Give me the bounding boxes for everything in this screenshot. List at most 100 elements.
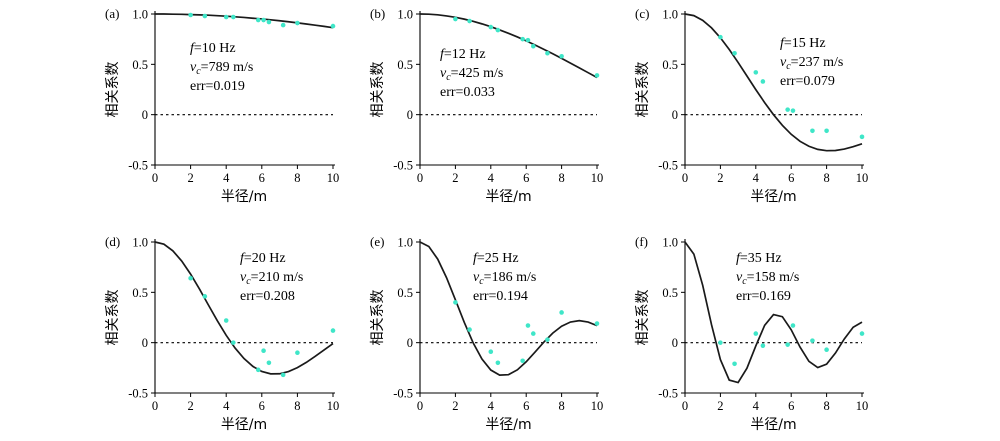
data-point: [760, 79, 766, 84]
data-point: [545, 337, 550, 342]
y-tick-label: 0: [407, 336, 413, 350]
data-point: [525, 37, 531, 43]
y-tick-label: -0.5: [128, 387, 148, 401]
data-point: [525, 323, 531, 328]
error-annotation: err=0.208: [240, 289, 295, 304]
data-point: [255, 17, 261, 23]
y-tick-label: -0.5: [658, 159, 678, 173]
x-tick-label: 10: [327, 171, 340, 185]
x-tick-label: 2: [187, 399, 193, 413]
x-tick-label: 8: [294, 171, 300, 185]
panel-label: (b): [370, 6, 385, 21]
velocity-annotation: vc=789 m/s: [190, 60, 253, 77]
x-tick-label: 2: [717, 399, 723, 413]
frequency-annotation: f=15 Hz: [780, 36, 826, 51]
x-tick-label: 2: [452, 171, 458, 185]
y-tick-label: 0.5: [397, 286, 413, 300]
data-point: [810, 128, 815, 134]
data-point: [467, 327, 472, 332]
y-tick-label: -0.5: [393, 387, 413, 401]
data-point: [718, 34, 723, 40]
frequency-annotation: f=35 Hz: [736, 251, 782, 266]
y-axis-title: 相关系数: [635, 62, 651, 118]
velocity-annotation: vc=237 m/s: [780, 55, 843, 72]
data-point: [453, 300, 458, 305]
data-point: [594, 73, 600, 78]
frequency-annotation: f=20 Hz: [240, 251, 286, 266]
data-point: [295, 350, 300, 356]
x-tick-label: 0: [152, 399, 158, 413]
fitted-curve: [684, 241, 863, 384]
y-tick-label: 0.5: [132, 286, 148, 300]
panel-label: (a): [105, 6, 119, 21]
data-point: [280, 22, 286, 28]
x-tick-label: 0: [417, 399, 423, 413]
data-point: [760, 343, 766, 348]
data-point: [255, 367, 261, 373]
velocity-annotation: vc=158 m/s: [736, 270, 799, 287]
panel-label: (c): [635, 6, 649, 21]
velocity-annotation: vc=186 m/s: [473, 270, 536, 287]
data-point: [790, 323, 796, 328]
data-point: [859, 331, 865, 336]
x-tick-label: 6: [259, 399, 265, 413]
chart-panel-3: 0 2 4 6 8 10 -0.5 0 0.5 1.0 (c) f=15 Hz vc=237 m/s er…: [635, 6, 868, 205]
x-tick-label: 0: [682, 171, 688, 185]
y-tick-label: 0.5: [397, 58, 413, 72]
x-axis-title: 半径/m: [221, 189, 267, 205]
x-axis-title: 半径/m: [750, 417, 796, 433]
error-annotation: err=0.019: [190, 79, 245, 94]
y-tick-label: -0.5: [658, 387, 678, 401]
data-point: [261, 17, 266, 23]
chart-panel-2: 0 2 4 6 8 10 -0.5 0 0.5 1.0 (b) f=12 Hz vc=425 m/s er…: [370, 6, 603, 205]
y-tick-label: -0.5: [128, 159, 148, 173]
data-point: [295, 20, 300, 26]
y-tick-label: 0: [672, 336, 678, 350]
data-point: [559, 310, 564, 315]
y-tick-label: 1.0: [397, 8, 413, 22]
y-tick-label: 1.0: [132, 236, 148, 250]
y-axis-title: 相关系数: [370, 62, 386, 118]
frequency-annotation: f=10 Hz: [190, 41, 236, 56]
x-tick-label: 4: [223, 399, 230, 413]
error-annotation: err=0.079: [780, 74, 835, 89]
x-tick-label: 10: [327, 399, 340, 413]
data-point: [785, 107, 790, 112]
data-point: [261, 348, 266, 354]
x-axis-title: 半径/m: [750, 189, 796, 205]
x-tick-label: 6: [523, 399, 529, 413]
fitted-curve: [419, 241, 598, 376]
data-point: [223, 318, 229, 323]
x-tick-label: 8: [294, 399, 300, 413]
data-point: [859, 134, 865, 140]
y-tick-label: 0: [142, 336, 148, 350]
data-point: [202, 13, 208, 19]
data-point: [266, 19, 272, 25]
panel-label: (e): [370, 234, 384, 249]
x-tick-label: 10: [591, 171, 604, 185]
y-tick-label: 1.0: [662, 8, 678, 22]
y-axis-title: 相关系数: [105, 62, 121, 118]
fitted-curve: [154, 241, 334, 375]
chart-panel-4: 0 2 4 6 8 10 -0.5 0 0.5 1.0 (d) f=20 Hz vc=210 m/s er…: [105, 234, 339, 433]
x-tick-label: 6: [259, 171, 265, 185]
x-tick-label: 2: [452, 399, 458, 413]
data-point: [824, 128, 829, 134]
x-tick-label: 0: [417, 171, 423, 185]
x-tick-label: 4: [488, 171, 495, 185]
x-tick-label: 4: [753, 171, 760, 185]
data-point: [732, 50, 737, 56]
x-tick-label: 6: [788, 171, 794, 185]
panel-label: (f): [635, 234, 648, 249]
panel-label: (d): [105, 234, 120, 249]
chart-panel-1: 0 2 4 6 8 10 -0.5 0 0.5 1.0 (a) f=10 Hz vc=789 m/s er…: [105, 6, 339, 205]
chart-panel-5: 0 2 4 6 8 10 -0.5 0 0.5 1.0 (e) f=25 Hz vc=186 m/s er…: [370, 234, 603, 433]
x-tick-label: 2: [187, 171, 193, 185]
x-tick-label: 2: [717, 171, 723, 185]
y-tick-label: 0: [672, 108, 678, 122]
x-axis-title: 半径/m: [221, 417, 267, 433]
data-point: [810, 338, 815, 343]
error-annotation: err=0.169: [736, 289, 791, 304]
frequency-annotation: f=25 Hz: [473, 251, 519, 266]
